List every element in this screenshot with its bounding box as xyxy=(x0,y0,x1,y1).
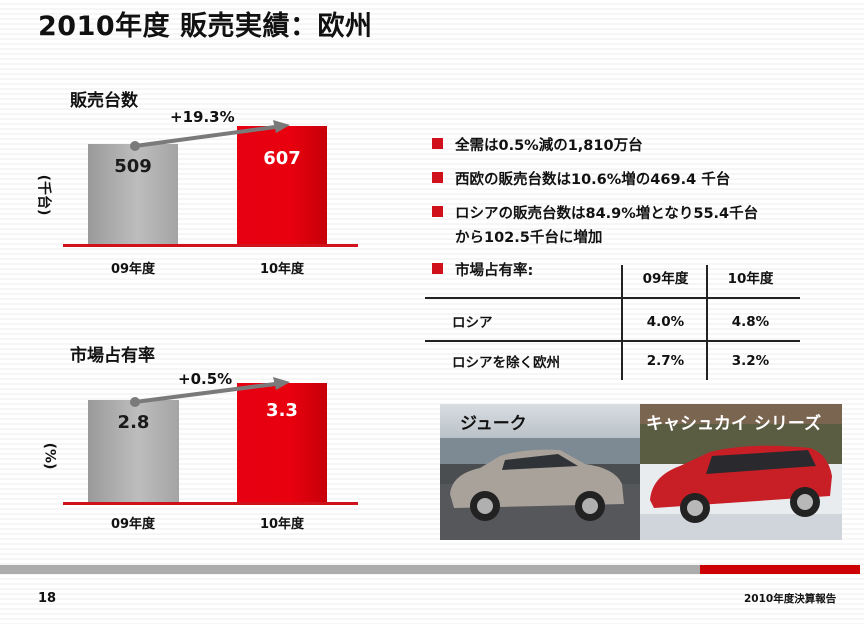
bar-value: 2.8 xyxy=(117,412,150,433)
bullet-text: ロシアの販売台数は84.9%増となり55.4千台 xyxy=(455,206,759,222)
bar-10-sales: 607 xyxy=(237,126,327,245)
bullet-russia: ロシアの販売台数は84.9%増となり55.4千台 から102.5千台に増加 xyxy=(432,202,758,250)
share-chart-title: 市場占有率 xyxy=(70,346,155,366)
x-label-10: 10年度 xyxy=(259,262,305,277)
bar-value: 509 xyxy=(114,156,152,177)
share-growth-label: +0.5% xyxy=(178,370,233,388)
row-label: ロシアを除く欧州 xyxy=(452,355,560,371)
table-divider xyxy=(621,265,623,380)
bar-09-sales: 509 xyxy=(88,144,178,245)
bar-value: 3.3 xyxy=(266,400,298,421)
axis-baseline xyxy=(63,502,358,505)
photo-juke: ジューク xyxy=(440,404,640,540)
page-title: 2010年度 販売実績：欧州 xyxy=(38,11,373,42)
footer-bar-gray xyxy=(0,565,700,574)
bullet-western-europe: 西欧の販売台数は10.6%増の469.4 千台 xyxy=(432,168,730,192)
photo-label-qashqai: キャシュカイ シリーズ xyxy=(646,414,822,434)
sales-chart-ylabel: (千台) xyxy=(35,174,52,216)
bullet-market-share: 市場占有率: xyxy=(432,259,533,283)
cell-value: 4.0% xyxy=(646,314,685,330)
bullet-square-icon xyxy=(432,263,443,274)
bullet-square-icon xyxy=(432,206,443,217)
bullet-text: 市場占有率: xyxy=(455,263,534,279)
share-chart-ylabel: (%) xyxy=(41,442,58,470)
row-label: ロシア xyxy=(452,315,493,331)
bullet-total-demand: 全需は0.5%減の1,810万台 xyxy=(432,134,643,158)
axis-baseline xyxy=(63,244,358,247)
bar-10-share: 3.3 xyxy=(237,383,327,503)
car-image-juke xyxy=(440,404,640,540)
bullet-text: 西欧の販売台数は10.6%増の469.4 千台 xyxy=(455,172,731,188)
bullet-text: 全需は0.5%減の1,810万台 xyxy=(455,138,643,154)
x-label-09: 09年度 xyxy=(110,517,156,532)
growth-arrow-icon xyxy=(130,377,290,407)
page-number: 18 xyxy=(38,591,57,606)
table-divider xyxy=(706,265,708,380)
growth-arrow-icon xyxy=(130,120,290,151)
table-divider xyxy=(425,297,800,299)
footer-doc-title: 2010年度決算報告 xyxy=(744,593,837,605)
photo-qashqai: キャシュカイ シリーズ xyxy=(640,404,842,540)
cell-value: 2.7% xyxy=(646,353,685,369)
table-header: 10年度 xyxy=(727,271,774,287)
bullet-square-icon xyxy=(432,138,443,149)
bullet-square-icon xyxy=(432,172,443,183)
sales-chart-title: 販売台数 xyxy=(70,91,138,111)
x-label-09: 09年度 xyxy=(110,262,156,277)
car-image-qashqai xyxy=(640,404,842,540)
bar-09-share: 2.8 xyxy=(88,400,179,503)
table-header: 09年度 xyxy=(642,271,689,287)
bar-value: 607 xyxy=(263,148,301,169)
table-divider xyxy=(425,340,800,342)
bullet-text-continued: から102.5千台に増加 xyxy=(455,230,603,246)
cell-value: 3.2% xyxy=(731,353,770,369)
sales-growth-label: +19.3% xyxy=(170,108,235,126)
x-label-10: 10年度 xyxy=(259,517,305,532)
footer-bar-red xyxy=(700,565,860,574)
cell-value: 4.8% xyxy=(731,314,770,330)
photo-label-juke: ジューク xyxy=(460,414,527,434)
